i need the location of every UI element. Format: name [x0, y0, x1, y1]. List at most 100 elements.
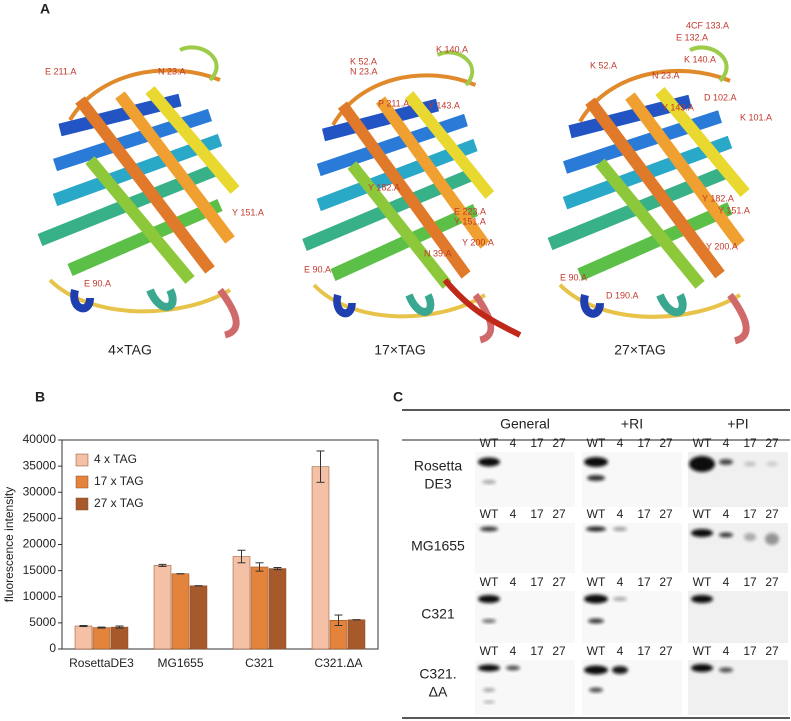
error-bar	[255, 562, 264, 572]
residue-label: E 211.A	[45, 66, 76, 76]
lane-label: 17	[530, 575, 544, 589]
lane-label: 27	[552, 575, 566, 589]
residue-label: Y 151.A	[454, 216, 486, 226]
blot-band	[691, 664, 713, 672]
residue-label: K 52.A	[590, 60, 617, 70]
residue-label: Y 182.A	[368, 182, 400, 192]
blot-band	[588, 618, 604, 624]
lane-label: 4	[510, 644, 517, 658]
blot-band	[480, 526, 498, 532]
residue-label: E 90.A	[84, 278, 111, 288]
residue-label: Y 143.A	[662, 102, 694, 112]
bar	[232, 556, 251, 650]
residue-label: D 102.A	[704, 92, 737, 102]
x-tick-label: C321.ΔA	[314, 656, 362, 670]
residue-label: N 39.A	[424, 248, 452, 258]
error-bar	[334, 614, 343, 626]
y-tick-label: 25000	[23, 511, 57, 525]
panel-label: C	[393, 389, 403, 405]
lane-label: WT	[693, 507, 712, 521]
y-tick-label: 30000	[23, 484, 57, 498]
residue-label: Y 151.A	[232, 207, 264, 217]
blot-band	[765, 533, 779, 545]
error-bar	[273, 566, 282, 571]
strain-label: C321	[421, 606, 455, 622]
legend-swatch	[75, 475, 89, 489]
blot-band	[584, 457, 608, 467]
lane-label: 17	[637, 507, 651, 521]
bar	[92, 627, 111, 650]
bar	[171, 573, 190, 650]
residue-label: E 132.A	[676, 32, 708, 42]
lane-label: WT	[693, 436, 712, 450]
lane-label: 27	[659, 644, 673, 658]
lane-label: 4	[723, 436, 730, 450]
blot-band	[584, 594, 608, 604]
blot-band	[719, 532, 733, 538]
panel-a-structures	[40, 47, 746, 341]
legend-swatch	[75, 497, 89, 511]
lane-label: 27	[659, 436, 673, 450]
blot-band	[612, 666, 628, 674]
lane-label: 27	[765, 436, 779, 450]
bar	[250, 566, 269, 650]
lane-label: 4	[510, 507, 517, 521]
blot-band	[482, 619, 496, 623]
structure-caption: 17×TAG	[374, 342, 426, 358]
protein-tail	[442, 278, 522, 338]
residue-label: N 23.A	[350, 66, 378, 76]
bar	[74, 625, 93, 650]
blot-band	[613, 597, 627, 601]
blot-band	[613, 527, 627, 531]
strain-label: MG1655	[411, 538, 465, 554]
error-bar	[158, 563, 167, 567]
lane-label: 27	[659, 575, 673, 589]
lane-label: 17	[530, 436, 544, 450]
y-axis-label: fluorescence intensity	[2, 487, 16, 602]
blot-band	[744, 533, 756, 541]
lane-label: 27	[552, 436, 566, 450]
residue-label: E 223.A	[454, 206, 486, 216]
residue-label: K 52.A	[350, 56, 377, 66]
residue-label: N 23.A	[652, 70, 680, 80]
plot-frame	[61, 439, 379, 650]
residue-label: Y 143.A	[428, 100, 460, 110]
blot-band	[586, 526, 606, 532]
blot-band	[691, 595, 713, 603]
blot-band	[483, 688, 495, 692]
residue-label: Y 200.A	[706, 241, 738, 251]
bar	[268, 568, 287, 650]
residue-label: Y 151.A	[718, 205, 750, 215]
lane-label: 17	[530, 644, 544, 658]
lane-label: WT	[587, 436, 606, 450]
bar	[189, 585, 208, 650]
residue-label: D 190.A	[606, 290, 639, 300]
residue-label: N 23.A	[158, 66, 186, 76]
blot-band	[483, 700, 495, 704]
blot-band	[766, 461, 778, 467]
y-tick-label: 40000	[23, 432, 57, 446]
lane-label: 4	[617, 575, 624, 589]
lane-label: 17	[743, 575, 757, 589]
blot-band	[587, 475, 605, 481]
condition-header: +RI	[621, 416, 643, 432]
lane-label: 17	[743, 436, 757, 450]
blot-band	[691, 529, 713, 537]
lane-label: WT	[480, 575, 499, 589]
structure-caption: 4×TAG	[108, 342, 152, 358]
strain-label: C321.	[419, 666, 456, 682]
lane-label: 17	[637, 644, 651, 658]
legend-label: 17 x TAG	[94, 474, 144, 488]
lane-label: WT	[587, 575, 606, 589]
residue-label: K 101.A	[740, 112, 772, 122]
y-tick-label: 5000	[29, 615, 56, 629]
error-bar	[115, 625, 124, 629]
bar	[153, 565, 172, 650]
residue-label: P 211.A	[378, 98, 409, 108]
blot-band	[719, 667, 733, 673]
lane-label: WT	[587, 644, 606, 658]
blot-band	[719, 459, 733, 465]
lane-label: 27	[765, 575, 779, 589]
lane-label: 27	[659, 507, 673, 521]
lane-label: 27	[552, 507, 566, 521]
